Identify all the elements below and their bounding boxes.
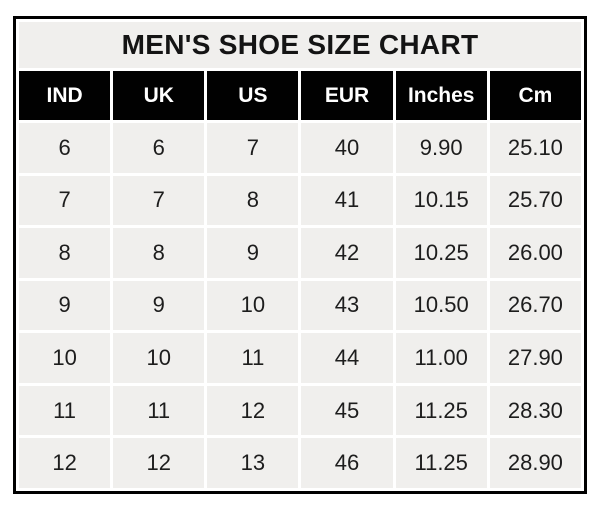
cell-us: 10: [207, 280, 299, 331]
cell-cm: 27.90: [489, 333, 581, 383]
cell-ind: 10: [19, 333, 111, 383]
cell-us: 9: [207, 228, 299, 278]
column-header-ind: IND: [19, 71, 111, 120]
column-header-uk: UK: [113, 71, 205, 120]
cell-ind: 7: [19, 175, 111, 226]
cell-cm: 28.90: [489, 438, 581, 488]
cell-eur: 46: [301, 438, 393, 488]
cell-us: 13: [207, 438, 299, 488]
column-header-us: US: [207, 71, 299, 120]
cell-ind: 6: [19, 123, 111, 173]
cell-inches: 11.00: [395, 333, 487, 383]
table-row: 9 9 10 43 10.50 26.70: [19, 280, 581, 331]
cell-uk: 10: [113, 333, 205, 383]
cell-eur: 41: [301, 175, 393, 226]
column-header-inches: Inches: [395, 71, 487, 120]
cell-eur: 43: [301, 280, 393, 331]
cell-inches: 10.15: [395, 175, 487, 226]
cell-uk: 9: [113, 280, 205, 331]
cell-eur: 42: [301, 228, 393, 278]
cell-ind: 8: [19, 228, 111, 278]
cell-inches: 11.25: [395, 438, 487, 488]
table-row: 12 12 13 46 11.25 28.90: [19, 438, 581, 488]
cell-cm: 25.10: [489, 123, 581, 173]
shoe-size-chart-table: MEN'S SHOE SIZE CHART IND UK US EUR Inch…: [13, 16, 587, 494]
cell-uk: 6: [113, 123, 205, 173]
cell-inches: 9.90: [395, 123, 487, 173]
header-row: IND UK US EUR Inches Cm: [19, 71, 581, 120]
cell-eur: 40: [301, 123, 393, 173]
cell-cm: 26.00: [489, 228, 581, 278]
chart-title: MEN'S SHOE SIZE CHART: [19, 22, 581, 68]
table-row: 8 8 9 42 10.25 26.00: [19, 228, 581, 278]
table-row: 6 6 7 40 9.90 25.10: [19, 123, 581, 173]
table-row: 10 10 11 44 11.00 27.90: [19, 333, 581, 383]
cell-inches: 10.25: [395, 228, 487, 278]
cell-us: 12: [207, 385, 299, 436]
column-header-cm: Cm: [489, 71, 581, 120]
cell-uk: 7: [113, 175, 205, 226]
cell-cm: 26.70: [489, 280, 581, 331]
table-row: 11 11 12 45 11.25 28.30: [19, 385, 581, 436]
cell-uk: 11: [113, 385, 205, 436]
cell-inches: 10.50: [395, 280, 487, 331]
cell-cm: 28.30: [489, 385, 581, 436]
cell-eur: 45: [301, 385, 393, 436]
cell-us: 8: [207, 175, 299, 226]
cell-ind: 9: [19, 280, 111, 331]
cell-uk: 12: [113, 438, 205, 488]
cell-us: 11: [207, 333, 299, 383]
cell-uk: 8: [113, 228, 205, 278]
column-header-eur: EUR: [301, 71, 393, 120]
cell-ind: 11: [19, 385, 111, 436]
cell-us: 7: [207, 123, 299, 173]
cell-eur: 44: [301, 333, 393, 383]
table-row: 7 7 8 41 10.15 25.70: [19, 175, 581, 226]
title-row: MEN'S SHOE SIZE CHART: [19, 22, 581, 68]
cell-cm: 25.70: [489, 175, 581, 226]
cell-ind: 12: [19, 438, 111, 488]
cell-inches: 11.25: [395, 385, 487, 436]
